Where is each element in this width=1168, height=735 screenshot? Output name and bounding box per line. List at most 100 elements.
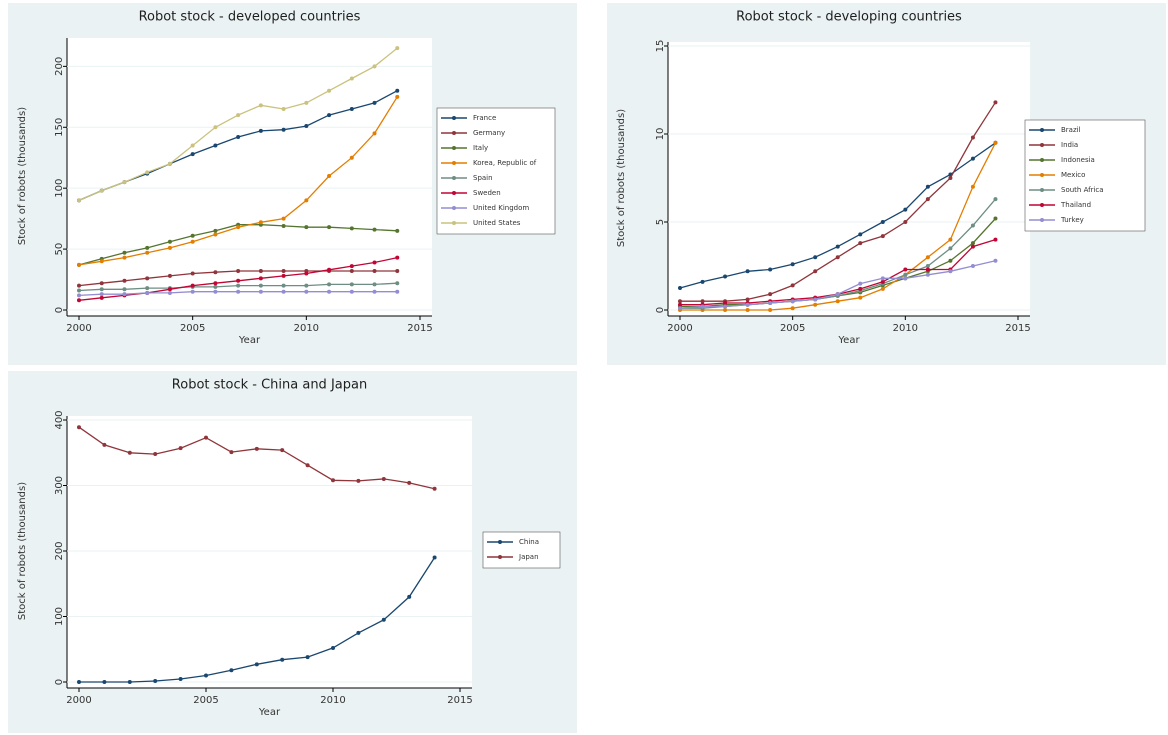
data-point: [835, 255, 840, 260]
y-tick-label: 400: [54, 410, 65, 429]
data-point: [903, 267, 908, 272]
data-point: [122, 180, 127, 185]
data-point: [858, 295, 863, 300]
data-point: [948, 269, 953, 274]
x-axis-label: Year: [837, 335, 860, 346]
data-point: [304, 283, 309, 288]
data-point: [745, 297, 750, 302]
data-point: [925, 264, 930, 268]
data-point: [258, 128, 263, 133]
data-point: [768, 292, 773, 297]
data-point: [432, 486, 437, 491]
data-point: [768, 300, 773, 305]
data-point: [948, 246, 953, 251]
data-point: [858, 286, 863, 291]
data-point: [213, 125, 218, 130]
y-tick-label: 200: [54, 541, 65, 560]
legend-marker: [1040, 128, 1044, 132]
legend-label: Italy: [473, 144, 488, 152]
data-point: [723, 308, 728, 312]
data-point: [723, 300, 728, 305]
data-point: [372, 269, 377, 274]
data-point: [145, 170, 150, 175]
data-point: [77, 680, 81, 684]
data-point: [281, 289, 286, 294]
data-point: [381, 617, 386, 622]
data-point: [190, 289, 195, 294]
legend-marker: [498, 555, 502, 559]
plot-area: [668, 42, 1030, 316]
data-point: [145, 290, 150, 295]
data-point: [190, 233, 195, 238]
chart: Robot stock - developing countries 0 5 10 15…: [607, 3, 1166, 365]
data-point: [327, 225, 332, 230]
data-point: [204, 673, 208, 678]
data-point: [407, 594, 412, 599]
legend-label: South Africa: [1061, 186, 1104, 194]
data-point: [745, 302, 750, 307]
data-point: [122, 292, 127, 297]
data-point: [372, 64, 377, 69]
data-point: [281, 216, 286, 221]
data-point: [993, 100, 998, 105]
data-point: [356, 478, 361, 483]
y-tick-label: 200: [54, 57, 65, 76]
data-point: [204, 435, 208, 440]
data-point: [236, 225, 241, 230]
data-point: [304, 198, 309, 203]
y-axis-label: Stock of robots (thousands): [616, 109, 627, 247]
data-point: [858, 241, 863, 246]
data-point: [835, 292, 840, 297]
data-point: [349, 282, 354, 287]
legend-marker: [1040, 158, 1044, 162]
data-point: [768, 267, 773, 272]
legend-marker: [1040, 143, 1044, 147]
data-point: [258, 103, 263, 108]
data-point: [970, 135, 975, 140]
data-point: [331, 478, 335, 483]
data-point: [213, 281, 218, 286]
data-point: [970, 184, 975, 189]
data-point: [880, 279, 885, 284]
legend-label: Thailand: [1060, 201, 1091, 209]
data-point: [258, 283, 263, 288]
data-point: [349, 107, 354, 111]
legend-marker: [1040, 173, 1044, 177]
data-point: [213, 284, 218, 289]
data-point: [948, 237, 953, 242]
data-point: [190, 283, 195, 288]
data-point: [372, 100, 377, 105]
data-point: [790, 283, 795, 288]
data-point: [281, 273, 286, 278]
data-point: [236, 113, 241, 118]
data-point: [327, 88, 332, 93]
legend-marker: [452, 176, 456, 180]
data-point: [145, 276, 150, 281]
data-point: [102, 680, 107, 684]
x-tick-label: 2005: [780, 323, 805, 334]
data-point: [258, 269, 263, 274]
legend-marker: [1040, 188, 1044, 192]
x-tick-label: 2010: [320, 695, 345, 706]
x-tick-label: 2000: [66, 323, 91, 334]
data-point: [903, 220, 908, 224]
data-point: [127, 450, 132, 455]
data-point: [229, 450, 234, 455]
legend: Brazil India Indonesia Mexico South Africa Th…: [1024, 119, 1146, 232]
data-point: [167, 287, 172, 292]
data-point: [122, 278, 127, 283]
data-point: [178, 676, 183, 681]
data-point: [236, 278, 241, 283]
data-point: [304, 124, 309, 129]
legend-label: India: [1061, 141, 1078, 149]
legend-marker: [1040, 218, 1044, 222]
x-tick-label: 2010: [893, 323, 918, 334]
data-point: [700, 304, 705, 309]
data-point: [395, 289, 400, 294]
x-tick-label: 2015: [1005, 323, 1030, 334]
x-tick-label: 2005: [193, 695, 218, 706]
data-point: [99, 292, 104, 297]
data-point: [254, 446, 259, 451]
data-point: [327, 267, 332, 272]
